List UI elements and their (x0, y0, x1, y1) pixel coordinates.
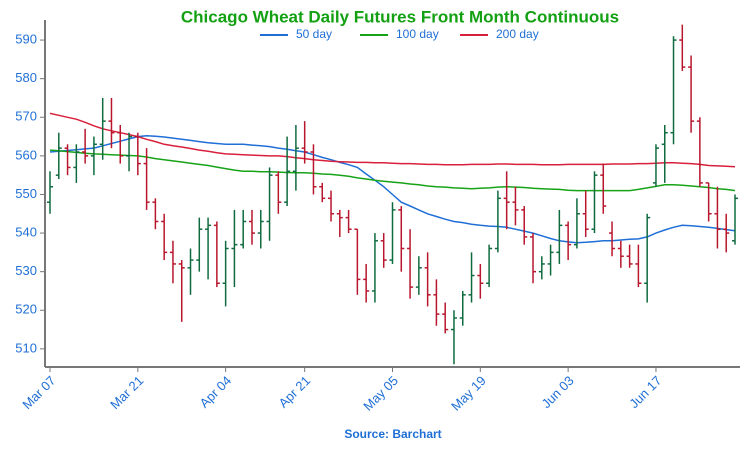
x-tick-label: Jun 03 (538, 373, 576, 411)
chart-title: Chicago Wheat Daily Futures Front Month … (181, 7, 619, 26)
y-tick-label: 570 (15, 109, 37, 124)
legend-label: 100 day (396, 27, 439, 41)
x-tick-label: Apr 04 (196, 373, 234, 411)
y-tick-label: 510 (15, 340, 37, 355)
x-tick-label: Mar 07 (19, 373, 58, 412)
y-tick-label: 580 (15, 70, 37, 85)
y-tick-label: 590 (15, 32, 37, 47)
x-tick-label: May 05 (360, 373, 401, 414)
x-tick-label: Mar 21 (107, 373, 146, 412)
x-tick-label: May 19 (448, 373, 489, 414)
x-tick-label: Jun 17 (626, 373, 664, 411)
x-tick-label: Apr 21 (276, 373, 314, 411)
y-tick-label: 530 (15, 263, 37, 278)
moving-average-line (49, 112, 736, 168)
y-tick-label: 550 (15, 186, 37, 201)
legend-label: 50 day (296, 27, 332, 41)
moving-average-line (49, 149, 736, 192)
moving-average-line (49, 135, 736, 244)
y-tick-label: 560 (15, 147, 37, 162)
legend-label: 200 day (496, 27, 539, 41)
y-tick-label: 540 (15, 225, 37, 240)
source: Source: Barchart (344, 427, 441, 441)
y-tick-label: 520 (15, 302, 37, 317)
